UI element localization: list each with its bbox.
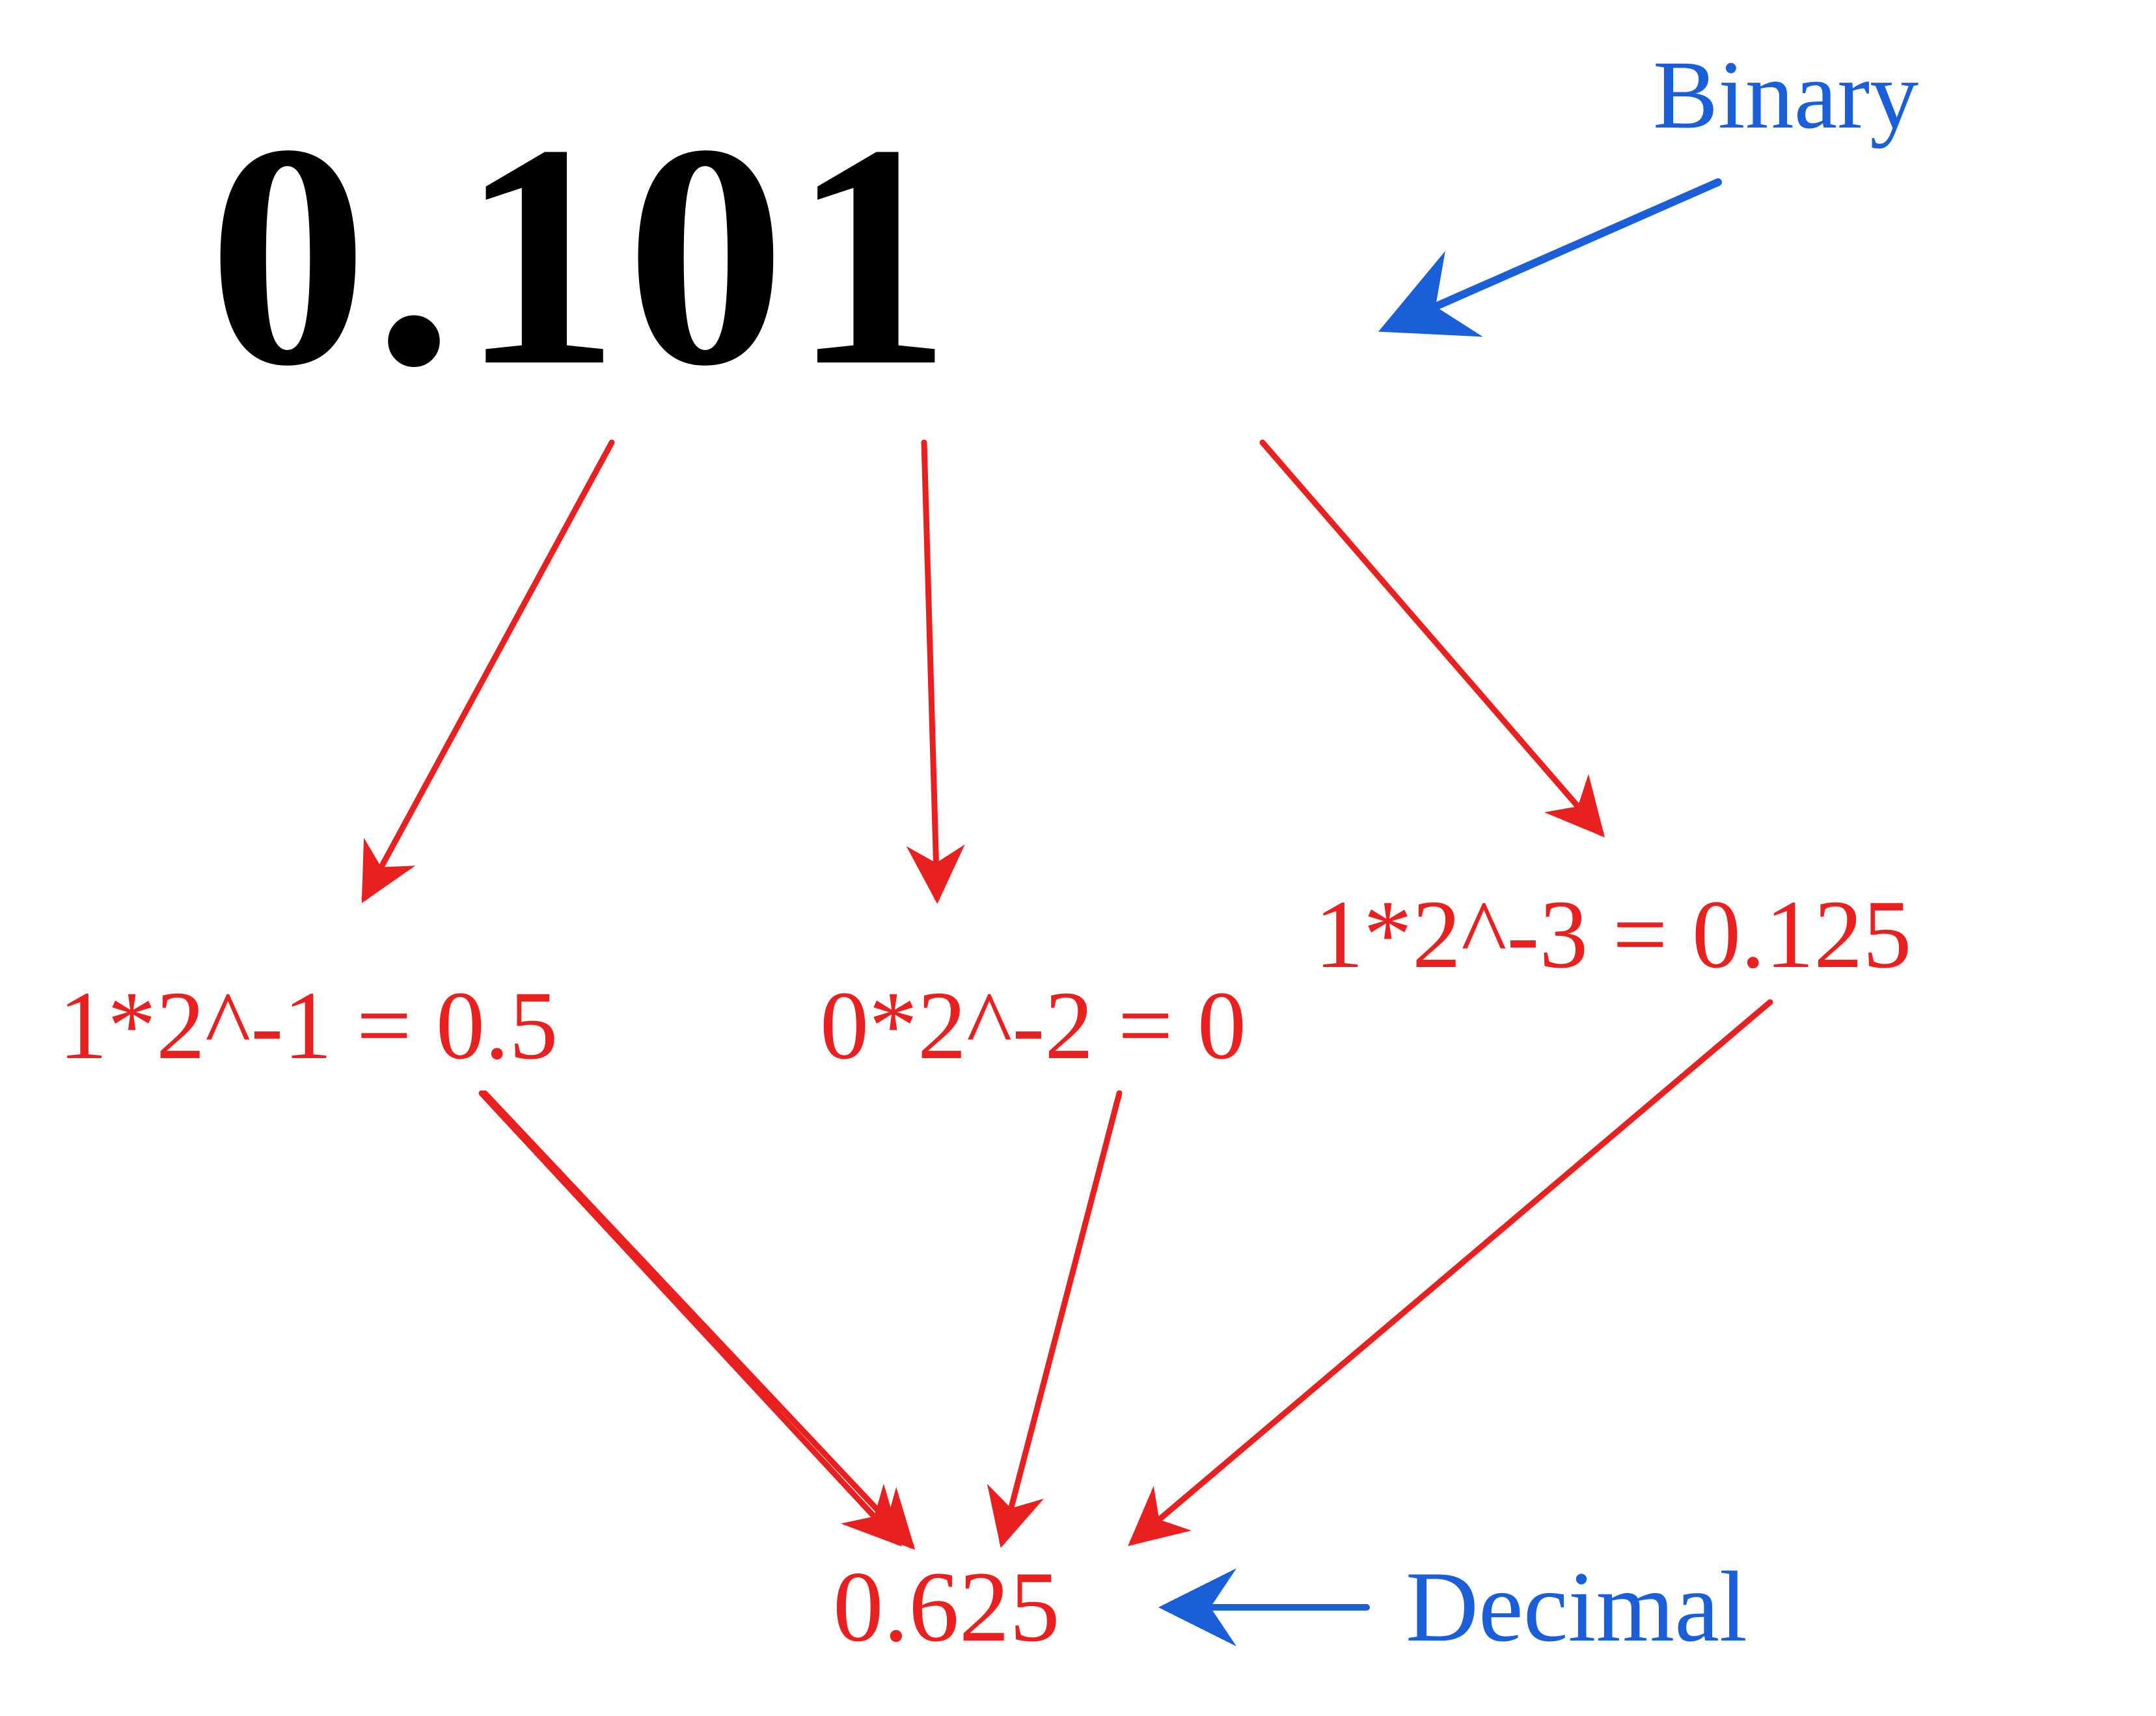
binary-number-display: 0.101 xyxy=(208,72,958,439)
decimal-result: 0.625 xyxy=(833,1549,1060,1665)
decimal-label: Decimal xyxy=(1406,1549,1747,1665)
calculation-1: 1*2^-1 = 0.5 xyxy=(59,970,558,1082)
binary-to-decimal-diagram: 0.101 Binary 1*2^-1 = 0.5 0*2^-2 = 0 1*2… xyxy=(0,0,2156,1716)
binary-label: Binary xyxy=(1653,39,1918,151)
calculation-2: 0*2^-2 = 0 xyxy=(820,970,1246,1082)
calculation-3: 1*2^-3 = 0.125 xyxy=(1315,878,1911,990)
